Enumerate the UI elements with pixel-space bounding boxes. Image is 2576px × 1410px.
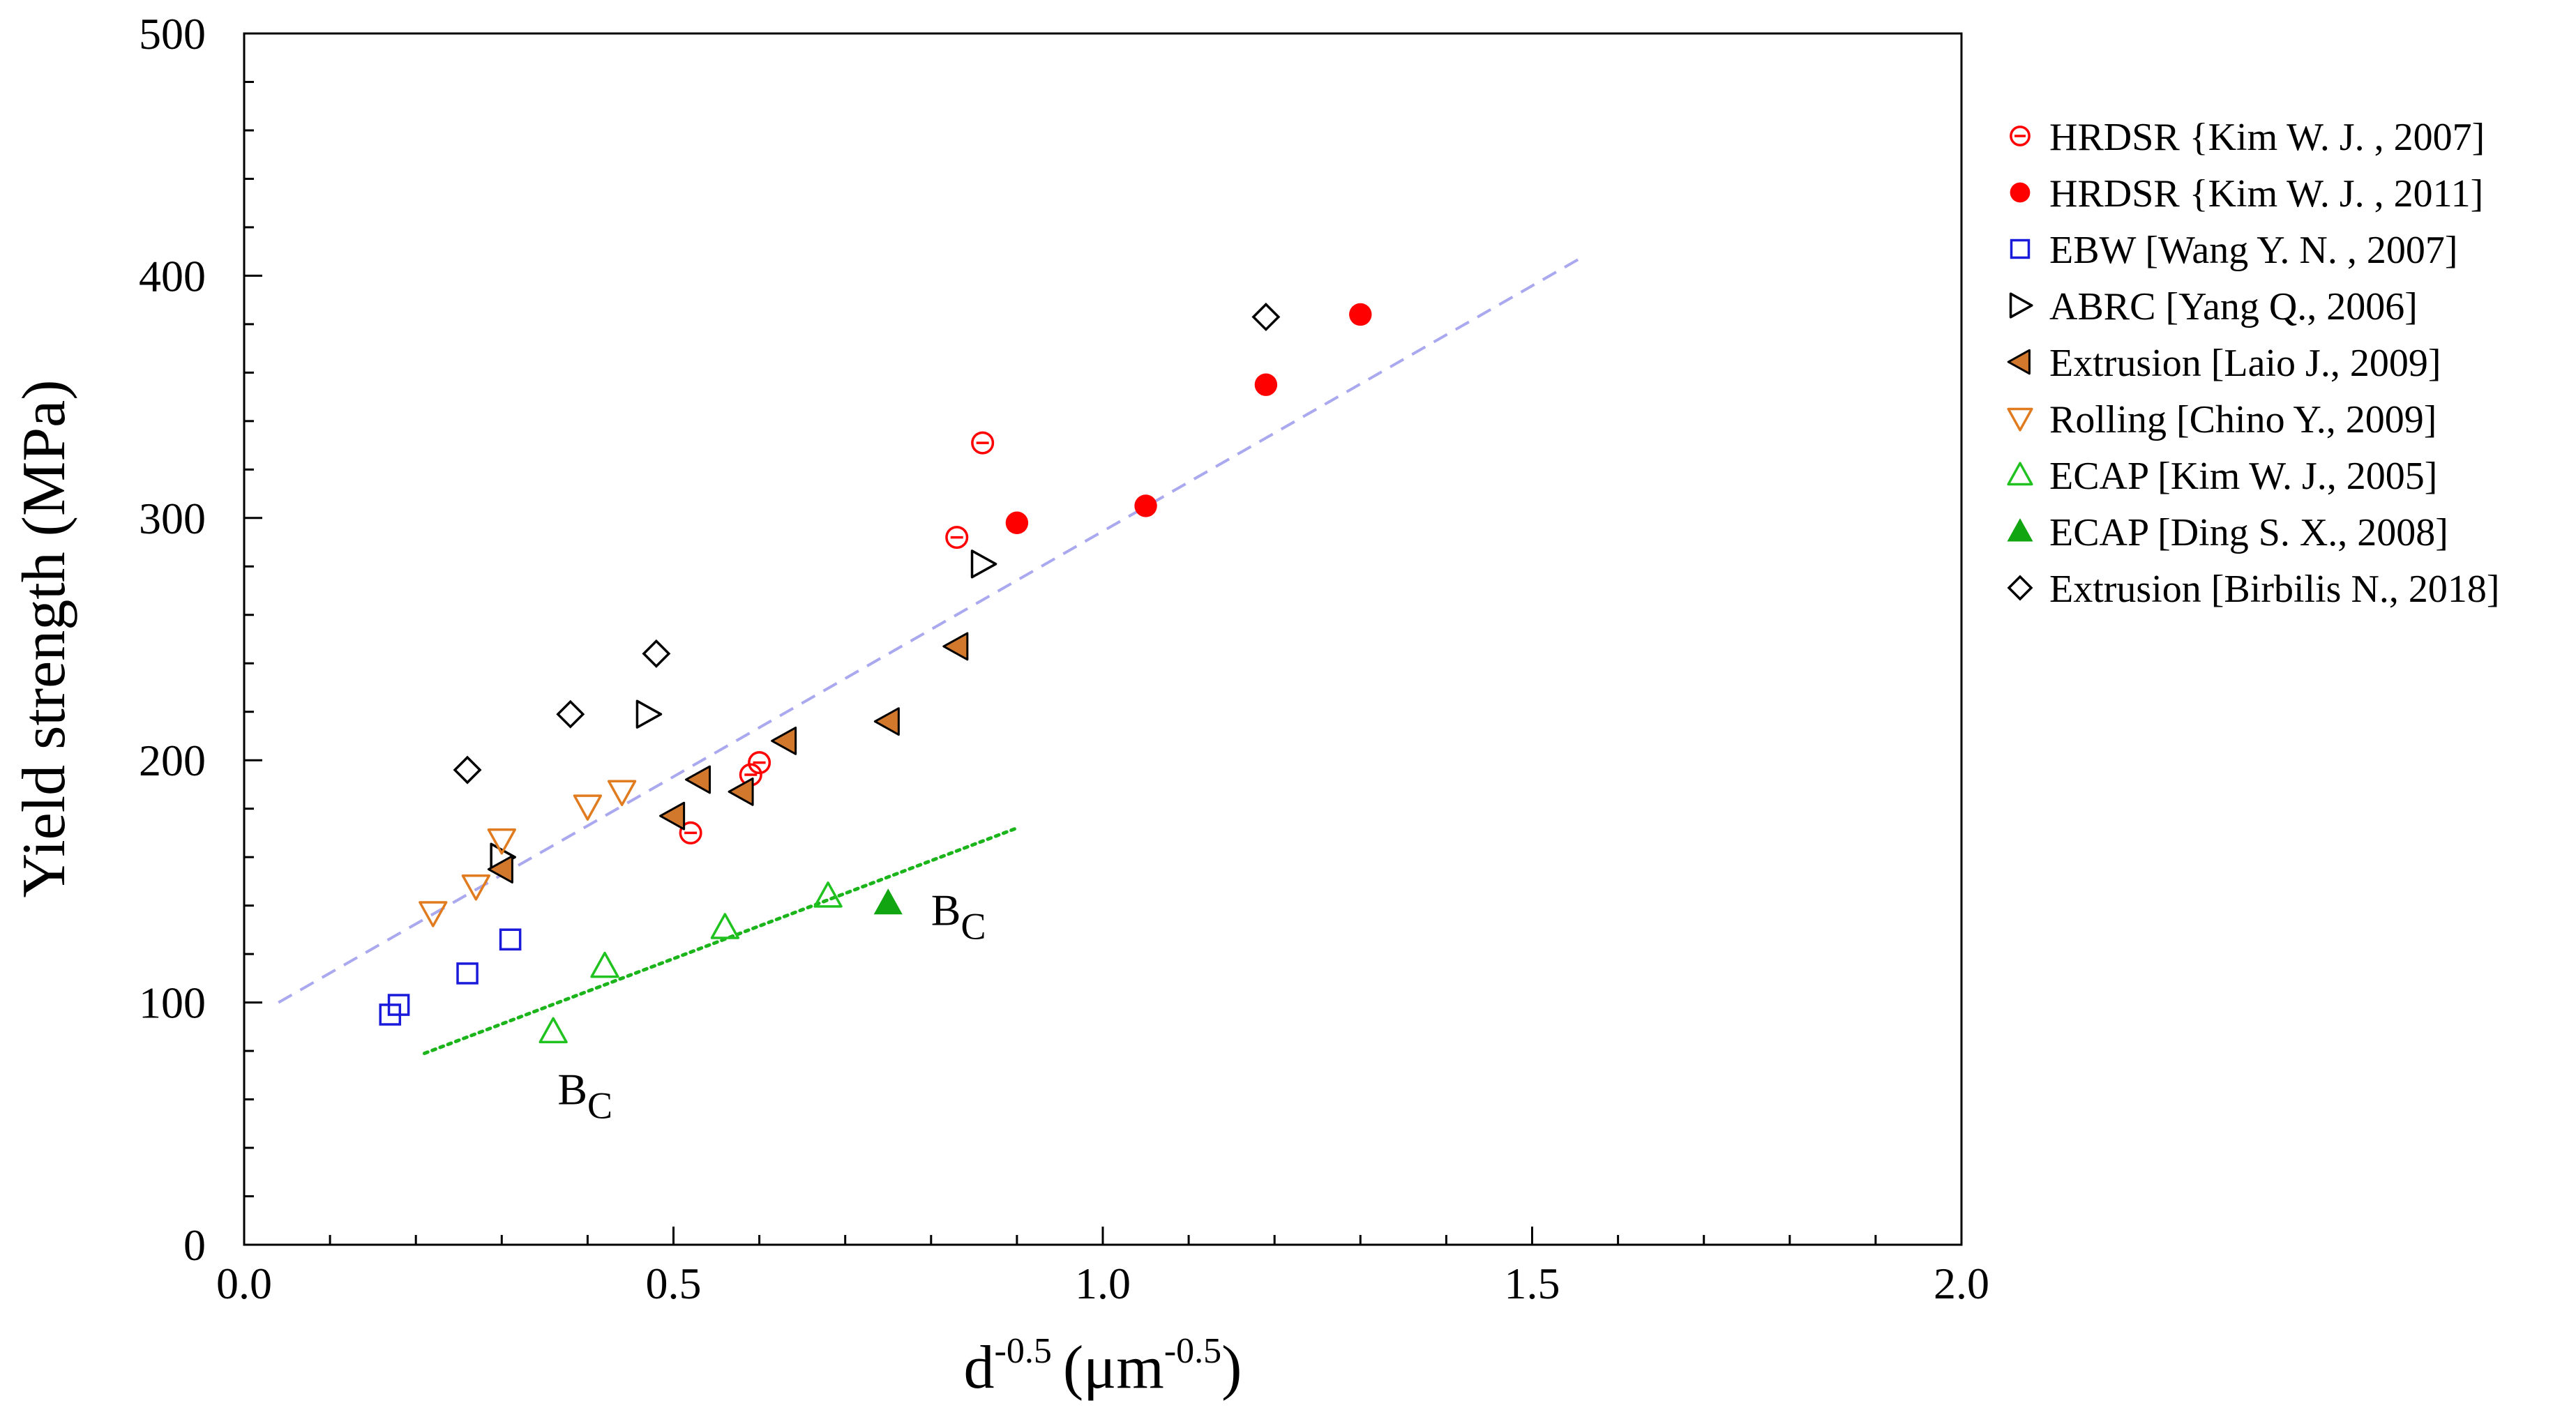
x-tick-label: 1.5 xyxy=(1505,1259,1560,1308)
legend-label: Extrusion [Laio J., 2009] xyxy=(2049,342,2441,385)
y-tick-label: 400 xyxy=(139,251,206,301)
data-point-series-5 xyxy=(659,801,686,831)
legend-marker-7 xyxy=(2007,462,2033,486)
x-tick-label: 0.0 xyxy=(216,1259,272,1308)
data-point-series-2 xyxy=(1254,373,1278,396)
data-point-series-9 xyxy=(556,699,585,729)
axis-tick-labels: 0.0 0.5 1.0 1.5 2.0 0 100 200 300 400 500 xyxy=(139,9,1989,1308)
legend-marker-2 xyxy=(2010,182,2031,203)
data-markers xyxy=(379,302,1372,1044)
legend-marker-8 xyxy=(2007,518,2033,542)
data-point-series-9 xyxy=(642,639,671,668)
y-axis-title: Yield strength (MPa) xyxy=(10,379,78,897)
data-point-series-2 xyxy=(1349,303,1372,326)
legend-label: ECAP [Kim W. J., 2005] xyxy=(2049,455,2437,498)
data-point-series-5 xyxy=(685,765,711,794)
data-point-series-6 xyxy=(573,794,603,821)
data-point-series-5 xyxy=(942,632,969,661)
data-point-series-1 xyxy=(945,526,969,549)
bc-annotation: BC xyxy=(557,1065,612,1127)
legend-marker-1 xyxy=(2010,126,2031,146)
axis-ticks xyxy=(243,32,1963,1246)
data-point-series-9 xyxy=(453,755,482,784)
legend-label: Extrusion [Birbilis N., 2018] xyxy=(2049,568,2500,611)
data-point-series-4 xyxy=(635,699,663,729)
bc-annotation: BC xyxy=(931,885,986,947)
data-point-series-3 xyxy=(387,994,410,1016)
legend: HRDSR {Kim W. J. , 2007] HRDSR {Kim W. J.… xyxy=(2007,116,2500,611)
legend-marker-4 xyxy=(2009,292,2033,319)
data-point-series-5 xyxy=(728,777,754,806)
legend-label: ECAP [Ding S. X., 2008] xyxy=(2049,511,2448,554)
dotted-fit-line xyxy=(423,826,1019,1056)
data-point-series-6 xyxy=(461,874,491,901)
y-tick-label: 200 xyxy=(139,736,206,785)
data-point-series-3 xyxy=(499,928,522,951)
data-point-series-5 xyxy=(487,855,513,884)
legend-marker-5 xyxy=(2007,349,2031,375)
data-point-series-5 xyxy=(771,727,797,755)
legend-marker-9 xyxy=(2007,575,2033,601)
data-point-series-6 xyxy=(487,828,516,855)
data-point-series-5 xyxy=(873,707,900,736)
data-point-series-7 xyxy=(538,1017,568,1044)
data-point-series-7 xyxy=(590,951,619,978)
data-point-series-6 xyxy=(607,780,637,807)
data-point-series-6 xyxy=(419,901,448,927)
data-point-series-1 xyxy=(748,751,771,775)
data-point-series-9 xyxy=(1251,302,1281,331)
legend-label: EBW [Wang Y. N. , 2007] xyxy=(2049,229,2458,272)
data-point-series-1 xyxy=(971,431,995,455)
x-tick-label: 0.5 xyxy=(646,1259,702,1308)
data-point-series-1 xyxy=(679,821,702,844)
y-tick-label: 500 xyxy=(139,9,206,59)
data-point-series-2 xyxy=(1005,511,1029,534)
data-point-series-7 xyxy=(813,881,843,908)
y-tick-label: 300 xyxy=(139,494,206,543)
data-point-series-8 xyxy=(873,888,903,915)
data-point-series-2 xyxy=(1134,494,1157,517)
legend-marker-6 xyxy=(2007,407,2033,432)
legend-label: HRDSR {Kim W. J. , 2011] xyxy=(2049,172,2483,215)
fit-lines xyxy=(278,255,1585,1056)
legend-label: HRDSR {Kim W. J. , 2007] xyxy=(2049,116,2485,159)
x-tick-label: 1.0 xyxy=(1075,1259,1131,1308)
plot-frame xyxy=(243,32,1963,1246)
x-tick-label: 2.0 xyxy=(1934,1259,1989,1308)
x-axis-title: d-0.5 (μm-0.5) xyxy=(964,1331,1242,1402)
data-point-series-7 xyxy=(710,913,740,939)
y-tick-label: 0 xyxy=(183,1220,206,1270)
annotations: BC BC xyxy=(557,885,986,1126)
data-point-series-3 xyxy=(456,962,479,985)
legend-marker-3 xyxy=(2010,238,2031,259)
y-tick-label: 100 xyxy=(139,978,206,1028)
legend-label: ABRC [Yang Q., 2006] xyxy=(2049,285,2418,328)
legend-label: Rolling [Chino Y., 2009] xyxy=(2049,398,2436,441)
data-point-series-4 xyxy=(970,549,997,579)
